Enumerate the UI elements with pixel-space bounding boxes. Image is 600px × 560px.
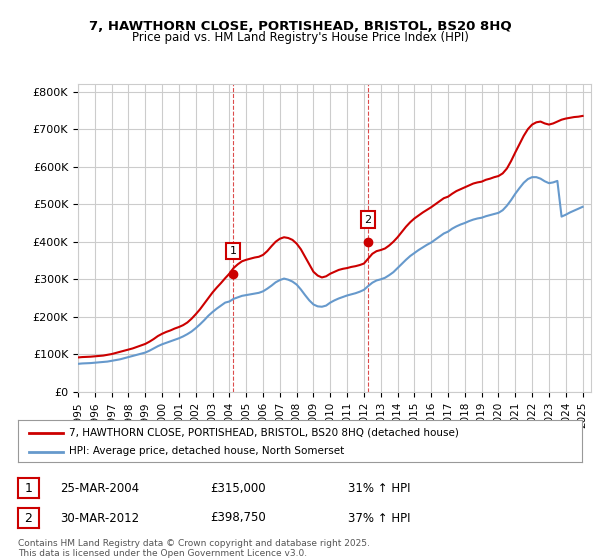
Text: 2: 2 [25, 511, 32, 525]
Text: 31% ↑ HPI: 31% ↑ HPI [348, 482, 410, 495]
Text: 1: 1 [25, 482, 32, 495]
Text: 1: 1 [230, 246, 237, 256]
Text: 2: 2 [364, 214, 371, 225]
Text: £398,750: £398,750 [210, 511, 266, 525]
Text: Contains HM Land Registry data © Crown copyright and database right 2025.
This d: Contains HM Land Registry data © Crown c… [18, 539, 370, 558]
Text: 25-MAR-2004: 25-MAR-2004 [60, 482, 139, 495]
Text: HPI: Average price, detached house, North Somerset: HPI: Average price, detached house, Nort… [69, 446, 344, 456]
Text: Price paid vs. HM Land Registry's House Price Index (HPI): Price paid vs. HM Land Registry's House … [131, 31, 469, 44]
Text: 7, HAWTHORN CLOSE, PORTISHEAD, BRISTOL, BS20 8HQ (detached house): 7, HAWTHORN CLOSE, PORTISHEAD, BRISTOL, … [69, 428, 458, 437]
Text: £315,000: £315,000 [210, 482, 266, 495]
Text: 30-MAR-2012: 30-MAR-2012 [60, 511, 139, 525]
Text: 37% ↑ HPI: 37% ↑ HPI [348, 511, 410, 525]
Text: 7, HAWTHORN CLOSE, PORTISHEAD, BRISTOL, BS20 8HQ: 7, HAWTHORN CLOSE, PORTISHEAD, BRISTOL, … [89, 20, 511, 32]
